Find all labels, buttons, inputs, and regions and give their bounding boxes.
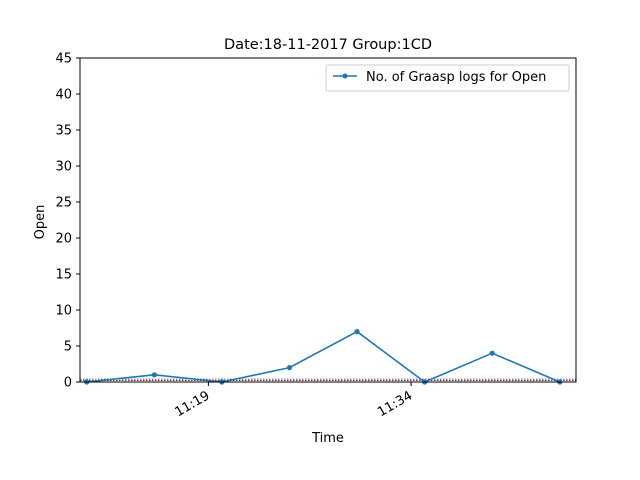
legend-box (325, 64, 570, 92)
legend-point-marker (342, 73, 348, 79)
data-point-4 (354, 329, 360, 335)
y-tick-label: 10 (55, 304, 72, 319)
plot-frame (79, 57, 577, 383)
x-tick-label: 11:19 (172, 388, 212, 420)
plot-area (79, 57, 577, 385)
y-tick-label: 30 (55, 160, 72, 175)
y-tick-label: 25 (55, 196, 72, 211)
y-tick-label: 40 (55, 88, 72, 103)
data-point-3 (286, 365, 293, 371)
data-point-6 (489, 350, 495, 356)
y-axis-label: Open (33, 205, 48, 240)
y-axis: 0 5 10 15 20 25 30 35 40 45 (55, 52, 80, 391)
y-tick-label: 5 (64, 340, 72, 355)
y-tick-label: 15 (55, 268, 72, 283)
legend-label: No. of Graasp logs for Open (366, 70, 546, 85)
y-tick-label: 35 (55, 124, 72, 139)
chart-title: Date:18-11-2017 Group:1CD (224, 37, 432, 53)
y-tick-label: 0 (64, 376, 72, 391)
x-tick-label: 11:34 (375, 388, 415, 420)
x-axis-label: Time (311, 431, 344, 446)
y-tick-label: 20 (55, 232, 72, 247)
data-point-1 (151, 372, 157, 378)
x-axis: 11:19 11:34 (172, 382, 415, 420)
legend: No. of Graasp logs for Open (325, 64, 570, 92)
y-tick-label: 45 (55, 52, 72, 67)
series-line-0 (86, 330, 561, 383)
